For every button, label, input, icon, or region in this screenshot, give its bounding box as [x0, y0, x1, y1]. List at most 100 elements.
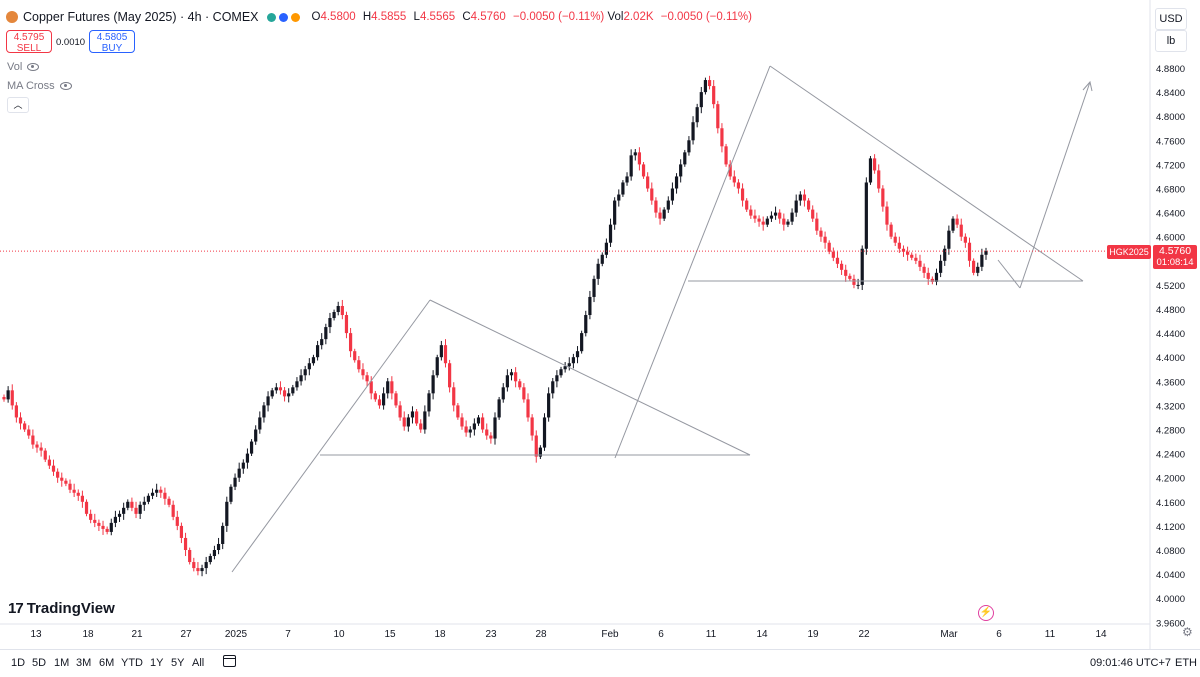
candle-body — [369, 381, 373, 394]
candle-body — [419, 423, 423, 430]
candle-body — [575, 351, 580, 358]
ohlc-close-key: C — [462, 11, 471, 23]
eye-icon[interactable] — [59, 82, 72, 90]
candle-body — [365, 375, 369, 382]
trendline[interactable] — [1019, 81, 1091, 289]
candle-body — [31, 435, 35, 445]
volume-change: −0.0050 (−0.11%) — [660, 11, 752, 23]
candle-body — [551, 381, 555, 394]
candle-body — [749, 209, 753, 216]
candle-body — [786, 221, 790, 225]
trendline[interactable] — [231, 299, 431, 573]
ohlc-low-value: 4.5565 — [419, 11, 456, 23]
candle-body — [485, 429, 489, 436]
candle-body — [320, 339, 324, 346]
candle-body — [464, 426, 468, 433]
candle-body — [448, 363, 452, 388]
tradingview-mark-icon: 17 — [8, 600, 24, 617]
range-1m[interactable]: 1M — [54, 657, 70, 669]
candle-body — [35, 444, 39, 448]
candle-body — [802, 194, 807, 201]
legend-vol[interactable]: Vol — [7, 61, 40, 73]
range-1d[interactable]: 1D — [11, 657, 26, 669]
candle-body — [518, 381, 522, 388]
candle-body — [10, 390, 14, 406]
candle-body — [637, 152, 642, 165]
candle-body — [340, 305, 344, 316]
range-all[interactable]: All — [192, 657, 205, 669]
candle-body — [200, 568, 204, 572]
bar-countdown: 01:08:14 — [1156, 257, 1194, 268]
currency-selector[interactable]: USD — [1155, 8, 1187, 30]
lightning-icon[interactable]: ⚡ — [978, 605, 994, 621]
candle-body — [877, 170, 881, 189]
trendline[interactable] — [769, 65, 1084, 282]
candle-body — [959, 224, 963, 237]
candle-body — [435, 357, 439, 376]
candle-body — [109, 522, 113, 532]
range-5d[interactable]: 5D — [32, 657, 47, 669]
candle-body — [662, 209, 666, 219]
range-ytd[interactable]: YTD — [121, 657, 143, 669]
price-axis-labels: 4.8800 4.8400 4.8000 4.7600 4.7200 4.6800 4.64… — [1156, 64, 1185, 629]
clock[interactable]: 09:01:46 UTC+7 — [1090, 657, 1172, 669]
status-dot-green-icon — [266, 12, 276, 22]
candle-body — [344, 315, 349, 334]
candle-body — [666, 200, 670, 210]
candle-body — [249, 441, 254, 454]
time-tick-label: 11 — [706, 629, 717, 640]
gear-icon[interactable]: ⚙ — [1182, 625, 1193, 639]
tradingview-logo[interactable]: 17 TradingView — [8, 600, 115, 617]
unit-selector[interactable]: lb — [1155, 30, 1187, 52]
candle-body — [679, 164, 683, 177]
copper-logo-icon — [6, 11, 18, 23]
collapse-legend-button[interactable]: ︿ — [7, 97, 29, 113]
candle-body — [571, 357, 575, 364]
candle-body — [889, 224, 893, 237]
candle-body — [493, 417, 497, 439]
legend-ma-cross[interactable]: MA Cross — [7, 80, 72, 92]
candle-body — [278, 387, 283, 391]
calendar-icon[interactable] — [223, 655, 236, 667]
symbol-title[interactable]: Copper Futures (May 2025) · 4h · COMEX — [23, 10, 259, 24]
candle-body — [617, 194, 621, 201]
candle-body — [910, 254, 914, 258]
trendline[interactable] — [614, 65, 771, 459]
candle-body — [613, 200, 617, 225]
candle-body — [794, 200, 798, 213]
range-3m[interactable]: 3M — [76, 657, 92, 669]
candle-body — [212, 550, 217, 557]
candle-body — [262, 405, 266, 418]
candle-body — [130, 501, 134, 508]
candle-body — [596, 263, 600, 279]
range-1y[interactable]: 1Y — [150, 657, 164, 669]
ohlc-open-value: 4.5800 — [320, 11, 356, 23]
sell-price: 4.5795 — [13, 32, 45, 43]
candle-body — [142, 501, 146, 505]
symbol-price-tag: HGK2025 — [1107, 245, 1151, 259]
trendline[interactable] — [997, 259, 1021, 289]
candle-body — [782, 218, 786, 225]
candle-body — [476, 417, 481, 424]
sell-button[interactable]: 4.5795 SELL — [6, 30, 52, 54]
candle-body — [6, 390, 10, 400]
candle-body — [27, 429, 31, 436]
candle-body — [402, 417, 406, 427]
candle-body — [47, 459, 51, 466]
candle-body — [563, 366, 567, 370]
eye-icon[interactable] — [27, 63, 40, 71]
range-6m[interactable]: 6M — [99, 657, 115, 669]
candle-body — [930, 278, 934, 282]
session-selector[interactable]: ETH — [1175, 657, 1197, 669]
ohlc-low-key: L — [413, 11, 420, 23]
buy-button[interactable]: 4.5805 BUY — [89, 30, 135, 54]
tradingview-logo-text: TradingView — [26, 600, 115, 617]
range-5y[interactable]: 5Y — [171, 657, 185, 669]
trendline[interactable] — [429, 299, 751, 456]
ohlc-high-key: H — [362, 11, 372, 23]
candle-body — [282, 390, 287, 397]
candle-body — [947, 230, 951, 249]
volume-label: Vol — [607, 11, 624, 23]
candle-body — [592, 278, 596, 297]
